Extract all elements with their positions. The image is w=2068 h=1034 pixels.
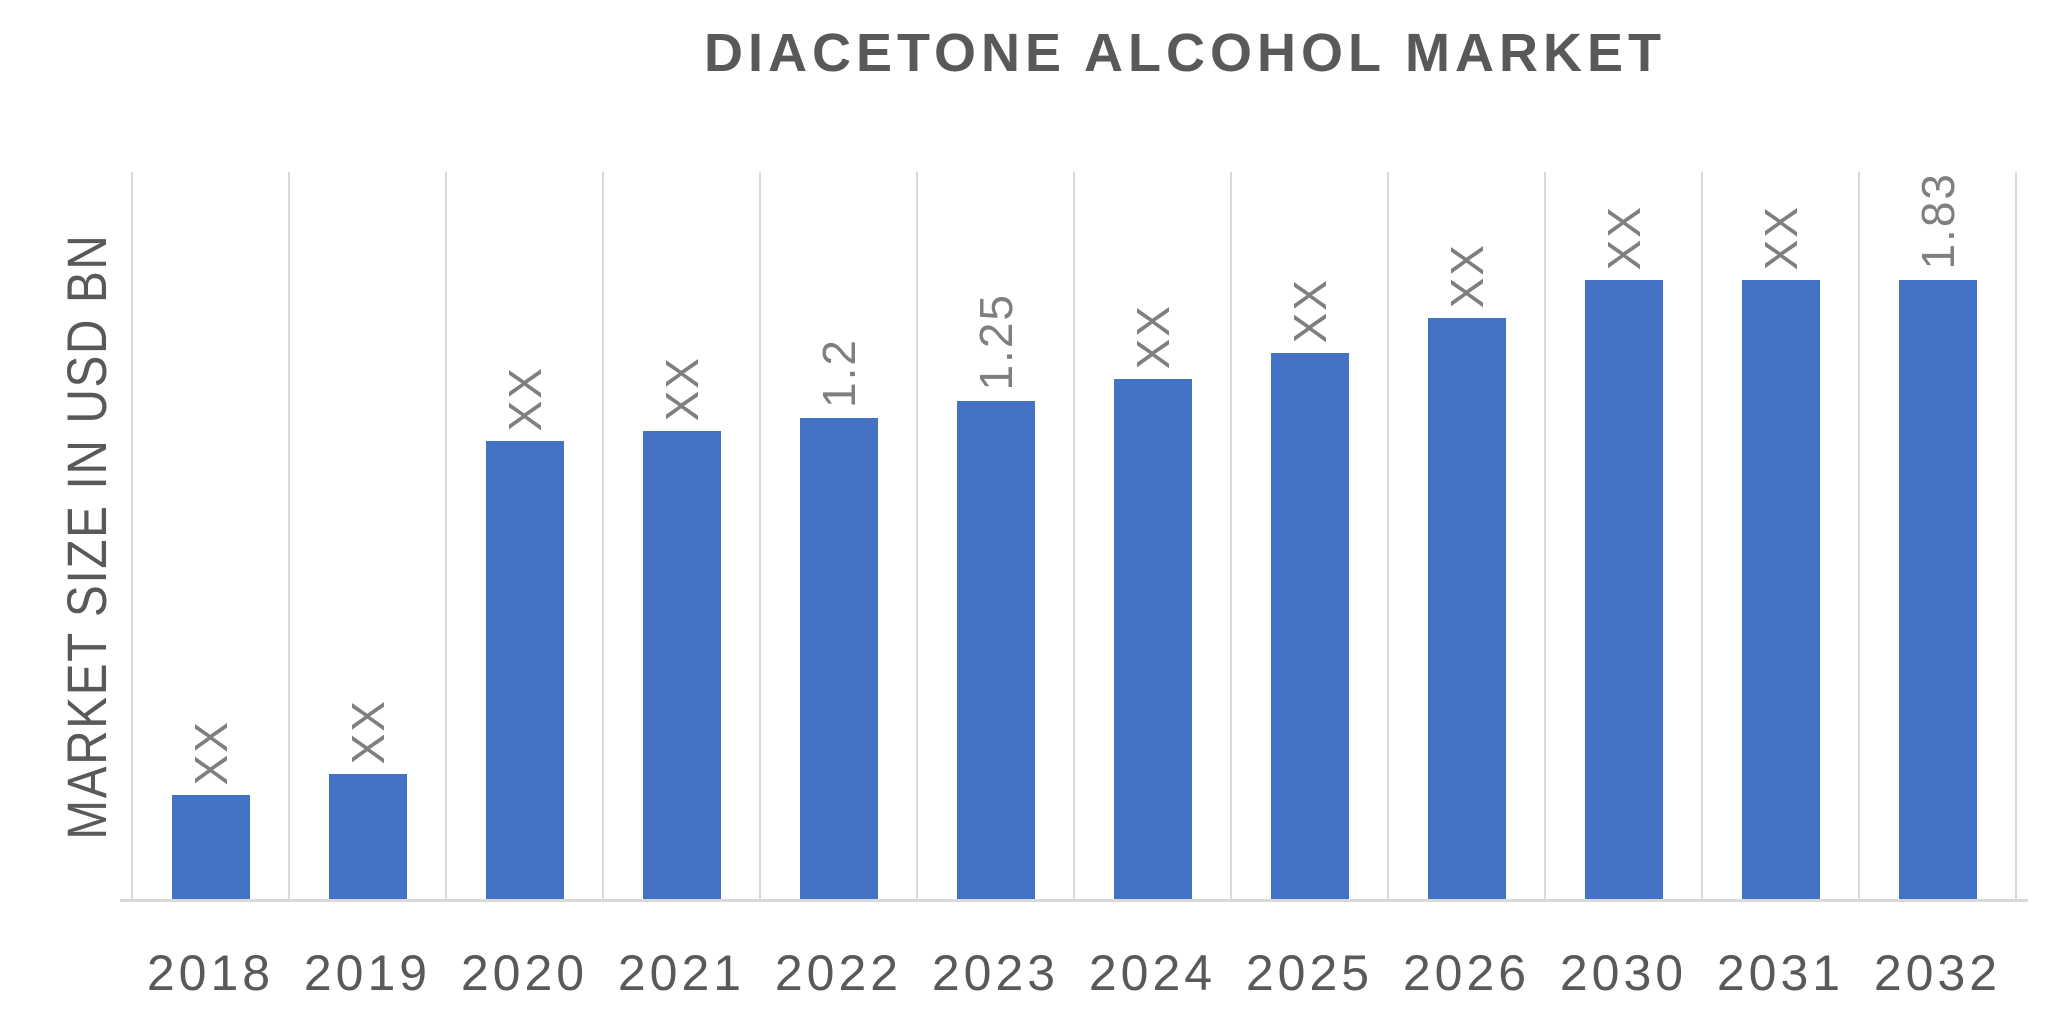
bar-value-label-2022: 1.2 — [812, 338, 865, 408]
x-axis-label-2023: 2023 — [931, 945, 1060, 1001]
bar-value-label-2031: XX — [1754, 204, 1807, 270]
bar-label-box-2032: 1.83 — [1838, 80, 2038, 270]
category-gridline — [1387, 172, 1389, 901]
category-gridline — [916, 172, 918, 901]
bar-label-box-2023: 1.25 — [896, 201, 1096, 391]
category-gridline — [1230, 172, 1232, 901]
bar-2031 — [1741, 280, 1820, 901]
bar-label-box-2030: XX — [1524, 80, 1724, 270]
plot-area: XX XX XX XX 1.2 1.25 XX XX XX XX XX 1.83 — [131, 172, 2017, 901]
bar-2023 — [956, 401, 1035, 901]
bar-2018 — [171, 795, 250, 901]
bar-label-box-2025: XX — [1210, 153, 1410, 343]
category-gridline — [2015, 172, 2017, 901]
x-axis-label-2024: 2024 — [1088, 945, 1217, 1001]
category-gridline — [445, 172, 447, 901]
x-axis-label-2018: 2018 — [146, 945, 275, 1001]
x-axis-label-2026: 2026 — [1402, 945, 1531, 1001]
category-gridline — [288, 172, 290, 901]
x-axis-label-2021: 2021 — [617, 945, 746, 1001]
x-axis-label-2020: 2020 — [460, 945, 589, 1001]
chart-title: DIACETONE ALCOHOL MARKET — [703, 23, 1666, 83]
category-gridline — [1073, 172, 1075, 901]
category-gridline — [602, 172, 604, 901]
bar-value-label-2026: XX — [1440, 242, 1493, 308]
x-axis-label-2019: 2019 — [303, 945, 432, 1001]
bar-2025 — [1270, 353, 1349, 901]
category-gridline — [1701, 172, 1703, 901]
bar-label-box-2020: XX — [425, 241, 625, 431]
bar-value-label-2019: XX — [341, 698, 394, 764]
bar-label-box-2026: XX — [1367, 118, 1567, 308]
x-axis-label-2031: 2031 — [1716, 945, 1845, 1001]
bar-label-box-2019: XX — [268, 574, 468, 764]
y-axis-title: MARKET SIZE IN USD BN — [48, 172, 124, 901]
bar-value-label-2020: XX — [498, 365, 551, 431]
bar-2022 — [799, 418, 878, 901]
bar-2020 — [485, 441, 564, 901]
bar-value-label-2018: XX — [184, 719, 237, 785]
y-axis-title-text: MARKET SIZE IN USD BN — [54, 233, 118, 840]
y-axis-line — [131, 172, 133, 901]
bar-2019 — [328, 774, 407, 901]
category-gridline — [1858, 172, 1860, 901]
bar-label-box-2031: XX — [1681, 80, 1881, 270]
bar-label-box-2018: XX — [111, 595, 311, 785]
bar-label-box-2021: XX — [582, 231, 782, 421]
bar-2021 — [642, 431, 721, 901]
x-axis-label-2022: 2022 — [774, 945, 903, 1001]
bar-value-label-2021: XX — [655, 355, 708, 421]
bar-value-label-2024: XX — [1126, 303, 1179, 369]
bar-2030 — [1584, 280, 1663, 901]
x-axis-label-2030: 2030 — [1559, 945, 1688, 1001]
bar-value-label-2023: 1.25 — [969, 293, 1022, 391]
bar-2024 — [1113, 379, 1192, 901]
x-axis-labels: 2018 2019 2020 2021 2022 2023 2024 2025 2026 2030… — [132, 944, 2016, 1014]
bar-value-label-2032: 1.83 — [1911, 172, 1964, 270]
category-gridline — [1544, 172, 1546, 901]
x-axis-line — [120, 899, 2028, 902]
x-axis-label-2025: 2025 — [1245, 945, 1374, 1001]
category-gridline — [759, 172, 761, 901]
bar-label-box-2022: 1.2 — [739, 218, 939, 408]
bar-value-label-2030: XX — [1597, 204, 1650, 270]
bar-label-box-2024: XX — [1053, 179, 1253, 369]
bar-value-label-2025: XX — [1283, 277, 1336, 343]
bar-2032 — [1898, 280, 1977, 901]
bar-2026 — [1427, 318, 1506, 901]
x-axis-label-2032: 2032 — [1873, 945, 2002, 1001]
